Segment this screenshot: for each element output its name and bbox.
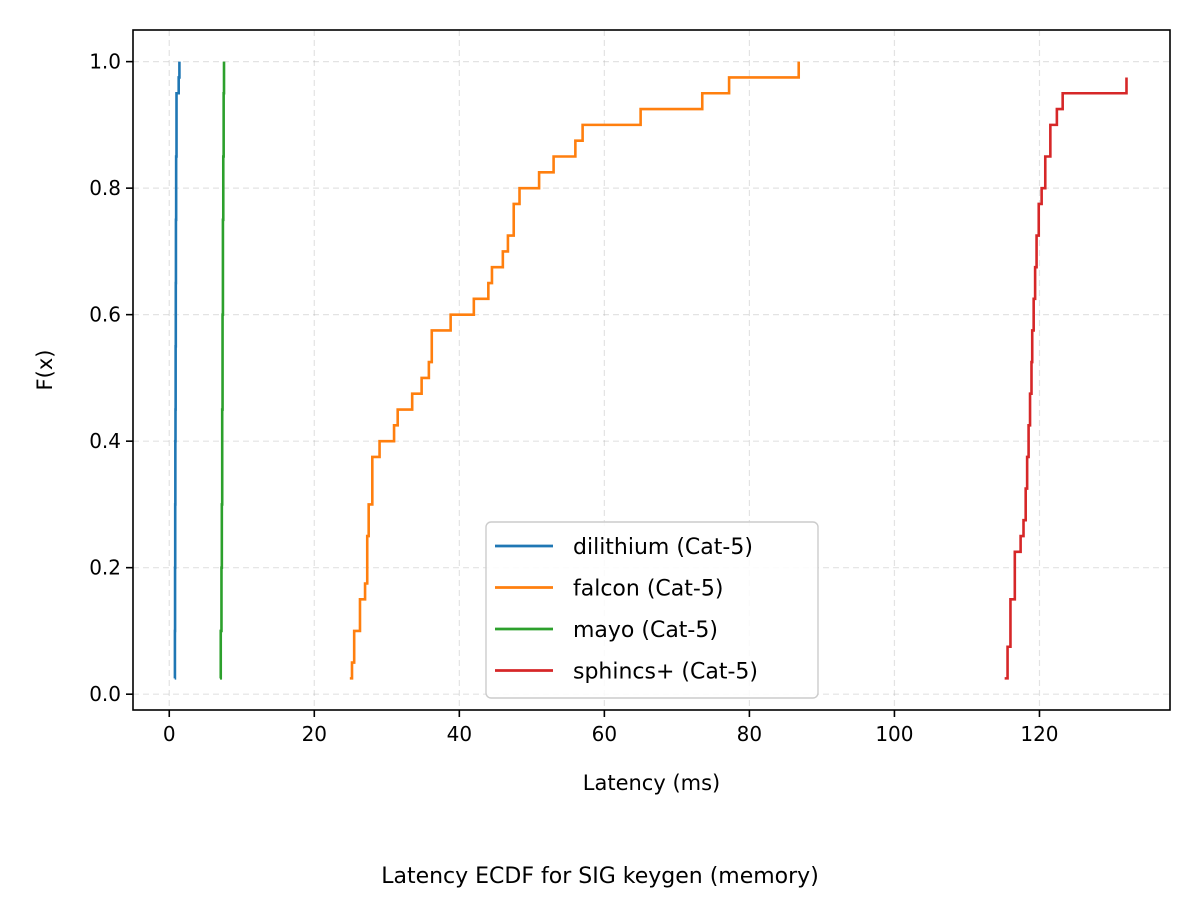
plot-frame — [132, 29, 1171, 711]
x-tick-label: 0 — [163, 722, 176, 746]
legend-items: dilithium (Cat-5) falcon (Cat-5) mayo (Cat… — [495, 535, 758, 685]
figure-caption: Latency ECDF for SIG keygen (memory) — [381, 864, 819, 889]
axis-ticks: 0 20 40 60 80 100 120 0.0 0.2 0.4 0.6 0.8 1.0 — [89, 50, 1058, 746]
legend-box — [485, 521, 819, 699]
x-tick-label: 20 — [302, 722, 327, 746]
x-tick-label: 60 — [592, 722, 617, 746]
legend: dilithium (Cat-5) falcon (Cat-5) mayo (Cat… — [485, 521, 819, 699]
series-line-sphincs — [1004, 77, 1128, 680]
x-tick-label: 80 — [737, 722, 762, 746]
y-tick-label: 0.0 — [89, 682, 121, 706]
y-axis-label: F(x) — [33, 350, 57, 391]
y-tick-label: 0.4 — [89, 429, 121, 453]
series-line-falcon — [349, 61, 801, 680]
legend-label-dilithium: dilithium (Cat-5) — [573, 535, 753, 560]
legend-label-falcon: falcon (Cat-5) — [573, 577, 723, 602]
grid-lines — [133, 30, 1170, 710]
x-tick-label: 40 — [447, 722, 472, 746]
x-tick-label: 100 — [875, 722, 913, 746]
y-tick-label: 0.6 — [89, 303, 121, 327]
legend-label-mayo: mayo (Cat-5) — [573, 618, 718, 643]
legend-label-sphincs: sphincs+ (Cat-5) — [573, 660, 758, 685]
x-axis-label: Latency (ms) — [583, 771, 720, 795]
y-tick-label: 0.2 — [89, 556, 121, 580]
x-tick-label: 120 — [1020, 722, 1058, 746]
y-tick-label: 0.8 — [89, 176, 121, 200]
series-line-mayo — [219, 61, 226, 680]
series-line-dilithium — [173, 61, 181, 680]
y-tick-label: 1.0 — [89, 50, 121, 74]
series-lines — [173, 61, 1128, 680]
